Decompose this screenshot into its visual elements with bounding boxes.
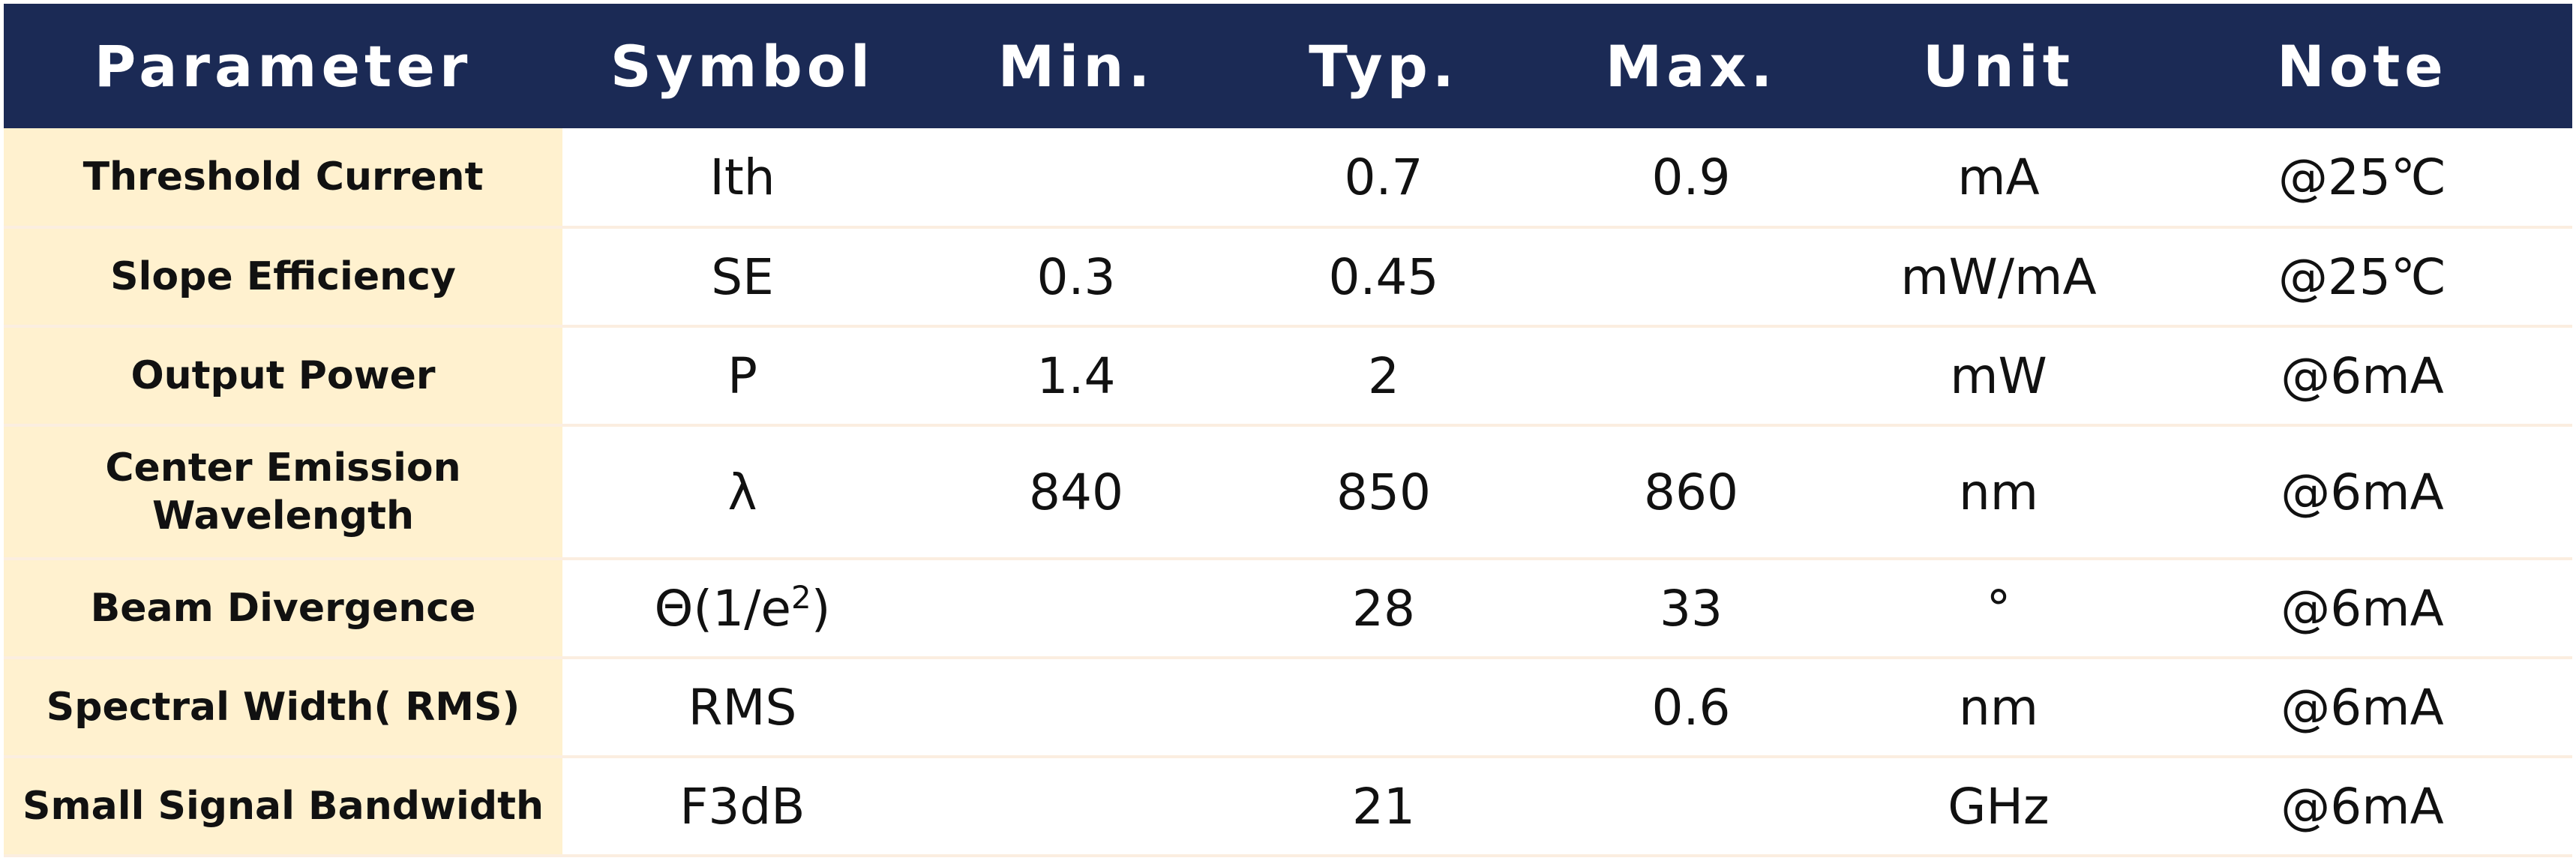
symbol-cell: Ith — [709, 148, 775, 206]
header-note: Note — [2152, 4, 2572, 128]
max-cell: 0.6 — [1651, 678, 1731, 736]
symbol-cell: P — [727, 346, 757, 405]
symbol-cell: F3dB — [562, 757, 922, 857]
parameter-cell: Beam Divergence — [4, 559, 562, 658]
min-cell — [922, 757, 1230, 857]
max-cell — [1537, 227, 1845, 326]
max-cell — [1537, 757, 1845, 857]
typ-cell: 0.7 — [1344, 148, 1423, 206]
unit-cell: mA — [1957, 148, 2040, 206]
symbol-cell: RMS — [688, 678, 797, 736]
symbol-close: ) — [811, 579, 831, 638]
unit-cell: ° — [1986, 579, 2011, 638]
parameter-cell: Small Signal Bandwidth — [4, 757, 562, 857]
min-cell — [922, 658, 1230, 757]
parameter-cell: Slope Efficiency — [4, 227, 562, 326]
note-cell: @25℃ — [2278, 148, 2447, 206]
parameter-cell: Center Emission Wavelength — [4, 425, 562, 559]
header-row: Parameter Symbol Min. Typ. Max. Unit Not… — [4, 4, 2572, 128]
header-typ: Typ. — [1230, 4, 1537, 128]
min-cell: 0.3 — [1036, 248, 1116, 306]
table-row: Spectral Width( RMS) RMS 0.6 nm @6mA — [4, 658, 2572, 757]
header-unit: Unit — [1845, 4, 2152, 128]
note-cell: @6mA — [2152, 757, 2572, 857]
note-cell: @6mA — [2281, 579, 2444, 638]
table-row: Center Emission Wavelength λ 840 850 860… — [4, 425, 2572, 559]
header-parameter: Parameter — [4, 4, 562, 128]
typ-cell: 850 — [1336, 463, 1431, 521]
min-cell — [922, 559, 1230, 658]
typ-cell: 28 — [1352, 579, 1415, 638]
header-max: Max. — [1537, 4, 1845, 128]
table-row: Output Power P 1.4 2 mW @6mA — [4, 326, 2572, 425]
note-cell: @25℃ — [2278, 248, 2447, 306]
parameter-line-1: Center Emission — [105, 446, 461, 490]
symbol-cell: SE — [711, 248, 774, 306]
symbol-superscript: 2 — [791, 578, 811, 616]
table-body: Threshold Current Ith 0.7 0.9 mA @25℃ Sl… — [4, 128, 2572, 857]
unit-cell: mW — [1950, 346, 2047, 405]
specification-table: Parameter Symbol Min. Typ. Max. Unit Not… — [4, 4, 2572, 857]
max-cell — [1537, 326, 1845, 425]
unit-cell: mW/mA — [1900, 248, 2097, 306]
symbol-base: Θ(1/e — [654, 579, 792, 638]
table-row: Threshold Current Ith 0.7 0.9 mA @25℃ — [4, 128, 2572, 227]
parameter-cell: Threshold Current — [4, 128, 562, 227]
table-row: Small Signal Bandwidth F3dB 21 GHz @6mA — [4, 757, 2572, 857]
table-row: Beam Divergence Θ(1/e2) 28 33 ° @6mA — [4, 559, 2572, 658]
table-header: Parameter Symbol Min. Typ. Max. Unit Not… — [4, 4, 2572, 128]
parameter-cell: Spectral Width( RMS) — [4, 658, 562, 757]
max-cell: 33 — [1660, 579, 1723, 638]
parameter-line-2: Wavelength — [152, 494, 414, 538]
unit-cell: nm — [1958, 463, 2039, 521]
unit-cell: nm — [1958, 678, 2039, 736]
typ-cell — [1230, 658, 1537, 757]
unit-cell: GHz — [1845, 757, 2152, 857]
note-cell: @6mA — [2281, 463, 2444, 521]
note-cell: @6mA — [2281, 678, 2444, 736]
parameter-cell: Output Power — [4, 326, 562, 425]
note-cell: @6mA — [2281, 346, 2444, 405]
table-row: Slope Efficiency SE 0.3 0.45 mW/mA @25℃ — [4, 227, 2572, 326]
min-cell: 840 — [1029, 463, 1123, 521]
symbol-cell: Θ(1/e2) — [562, 559, 922, 658]
symbol-cell: λ — [727, 463, 757, 521]
typ-cell: 0.45 — [1328, 248, 1439, 306]
min-cell — [922, 128, 1230, 227]
min-cell: 1.4 — [1036, 346, 1116, 405]
max-cell: 0.9 — [1651, 148, 1731, 206]
header-symbol: Symbol — [562, 4, 922, 128]
typ-cell: 21 — [1230, 757, 1537, 857]
typ-cell: 2 — [1368, 346, 1399, 405]
max-cell: 860 — [1644, 463, 1738, 521]
header-min: Min. — [922, 4, 1230, 128]
